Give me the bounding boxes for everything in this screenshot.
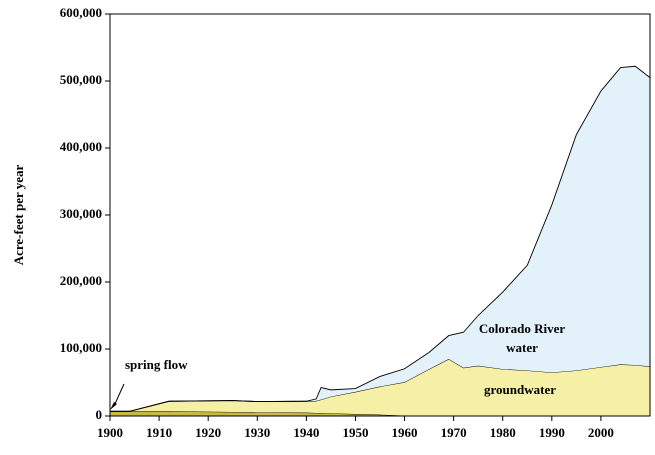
area-outline (110, 65, 651, 412)
annotation-arrow (113, 383, 125, 407)
annotation: water (506, 340, 538, 355)
area (110, 66, 650, 412)
x-tick-label: 1950 (342, 425, 368, 440)
y-tick-label: 400,000 (60, 139, 102, 154)
annotation: groundwater (484, 382, 556, 397)
y-axis-label: Acre-feet per year (11, 164, 26, 265)
annotation: spring flow (125, 357, 188, 372)
x-tick-label: 2000 (588, 425, 614, 440)
x-tick-label: 1900 (97, 425, 123, 440)
y-tick-label: 200,000 (60, 273, 102, 288)
x-tick-label: 1980 (490, 425, 516, 440)
annotation: Colorado River (479, 321, 566, 336)
y-tick-label: 0 (96, 407, 103, 422)
annotation-arrowhead (110, 402, 117, 410)
x-tick-label: 1920 (195, 425, 221, 440)
y-tick-label: 300,000 (60, 206, 102, 221)
x-tick-label: 1990 (539, 425, 565, 440)
y-tick-label: 500,000 (60, 72, 102, 87)
x-tick-label: 1940 (293, 425, 319, 440)
area (110, 359, 650, 416)
y-tick-label: 600,000 (60, 5, 102, 20)
y-tick-label: 100,000 (60, 340, 102, 355)
x-tick-label: 1970 (441, 425, 467, 440)
x-tick-label: 1960 (392, 425, 418, 440)
x-tick-label: 1930 (244, 425, 270, 440)
x-tick-label: 1910 (146, 425, 172, 440)
